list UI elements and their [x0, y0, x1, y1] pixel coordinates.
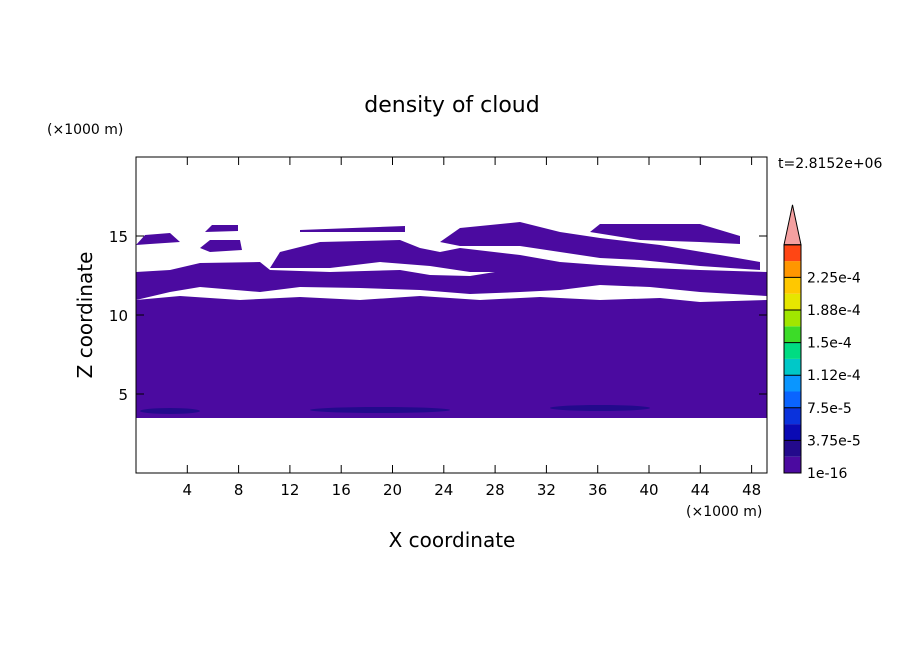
- contour-field: [136, 222, 767, 418]
- contour-region: [136, 296, 767, 418]
- colorbar-band: [784, 358, 801, 376]
- y-axis-label: Z coordinate: [73, 252, 97, 379]
- contour-region: [136, 233, 180, 245]
- contour-region: [300, 226, 405, 232]
- colorbar-band: [784, 310, 801, 327]
- y-unit: (×1000 m): [47, 122, 123, 138]
- contour-region: [270, 240, 560, 272]
- y-tick-label: 15: [109, 228, 128, 246]
- colorbar-label: 1.88e-4: [807, 303, 861, 319]
- contour-region: [136, 262, 767, 300]
- colorbar-band: [784, 261, 801, 278]
- colorbar-label: 1.12e-4: [807, 368, 861, 384]
- x-tick-label: 12: [280, 481, 299, 499]
- contour-region: [440, 222, 760, 270]
- contour-region: [140, 408, 200, 414]
- colorbar-label: 7.5e-5: [807, 401, 852, 417]
- colorbar-band: [784, 326, 801, 343]
- x-tick-label: 28: [486, 481, 505, 499]
- colorbar-band: [784, 440, 801, 457]
- colorbar-band: [784, 391, 801, 408]
- contour-region: [205, 225, 238, 232]
- colorbar-band: [784, 277, 801, 294]
- colorbar-band: [784, 424, 801, 441]
- colorbar-band: [784, 375, 801, 392]
- colorbar-band: [784, 456, 801, 473]
- colorbar-label: 1e-16: [807, 466, 847, 482]
- colorbar-frame: [783, 244, 802, 474]
- x-tick-label: 48: [742, 481, 761, 499]
- contour-region: [590, 224, 740, 244]
- x-tick-label: 20: [383, 481, 402, 499]
- colorbar-label: 2.25e-4: [807, 270, 861, 286]
- x-tick-label: 40: [639, 481, 658, 499]
- y-tick-label: 10: [109, 307, 128, 325]
- x-tick-label: 4: [183, 481, 193, 499]
- y-tick-label: 5: [118, 386, 128, 404]
- colorbar-label: 3.75e-5: [807, 433, 861, 449]
- contour-region: [550, 405, 650, 411]
- time-label: t=2.8152e+06: [778, 156, 882, 172]
- x-tick-label: 16: [332, 481, 351, 499]
- colorbar-label: 1.5e-4: [807, 336, 852, 352]
- chart-title: density of cloud: [364, 93, 539, 118]
- colorbar-band: [784, 407, 801, 425]
- contour-region: [310, 407, 450, 413]
- colorbar-band: [784, 293, 801, 310]
- x-tick-label: 32: [537, 481, 556, 499]
- x-unit: (×1000 m): [686, 504, 762, 520]
- x-tick-label: 8: [234, 481, 244, 499]
- x-tick-label: 44: [691, 481, 710, 499]
- x-tick-label: 24: [434, 481, 453, 499]
- colorbar-band: [784, 342, 801, 359]
- contour-region: [200, 240, 242, 252]
- colorbar-band: [784, 244, 801, 262]
- x-axis-label: X coordinate: [389, 528, 516, 552]
- x-tick-label: 36: [588, 481, 607, 499]
